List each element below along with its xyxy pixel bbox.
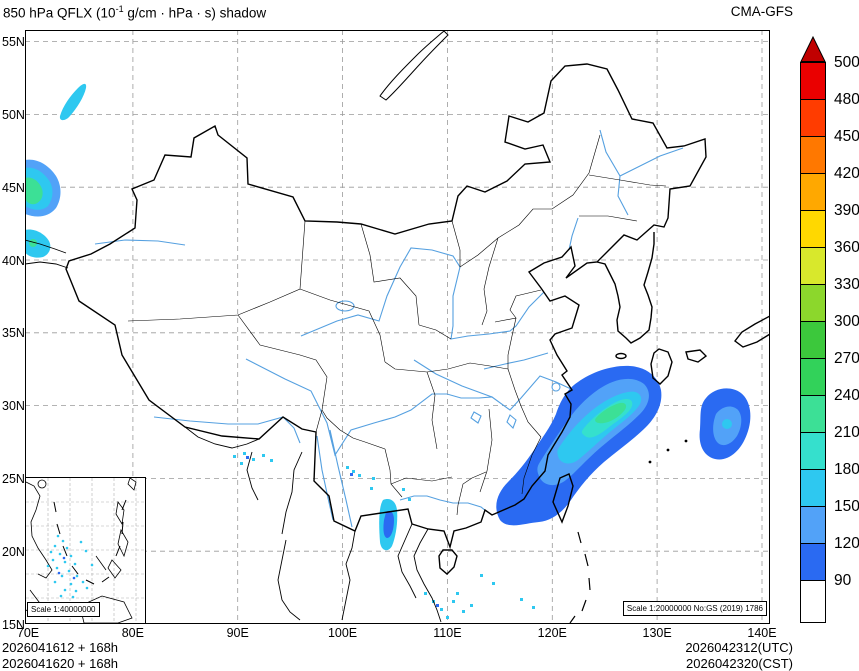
jeju-island [615,352,627,360]
colorbar-level-label: 150 [834,498,859,515]
inset-grid [26,478,145,623]
colorbar-level-label: 480 [834,91,859,108]
china-outline [65,63,707,550]
honshu-edge [734,315,770,348]
colorbar-segment [800,433,826,470]
lat-tick-label: 15N [2,617,25,632]
ryukyu-islands [648,439,688,464]
colorbar [800,36,826,623]
hainan-island [438,549,458,575]
taiwan-island [552,473,574,524]
colorbar-level-label: 240 [834,387,859,404]
colorbar-level-label: 330 [834,276,859,293]
lon-tick-label: 80E [121,626,144,640]
inset-map [25,477,146,624]
colorbar-level-label: 390 [834,202,859,219]
lat-tick-label: 30N [2,399,25,414]
valid-time-utc: 2026042312(UTC) [685,640,793,655]
lon-tick-label: 90E [226,626,249,640]
colorbar-segment [800,322,826,359]
valid-time-cst: 2026042320(CST) [686,656,793,671]
country-borders [65,30,770,575]
colorbar-level-label: 300 [834,313,859,330]
lon-tick-label: 130E [642,626,672,640]
colorbar-segment [800,100,826,137]
province-borders [127,134,667,516]
inset-nine-dash-line [53,499,127,585]
footer-valid-times: 2026042312(UTC) 2026042320(CST) [685,640,793,671]
colorbar-level-label: 500 [834,54,859,71]
colorbar-segment [800,174,826,211]
colorbar-segment [800,211,826,248]
map-scale-note: Scale 1:20000000 No:GS (2019) 1786 [622,601,767,616]
taihu-lake [551,382,561,392]
colorbar-level-label: 270 [834,350,859,367]
colorbar-level-label: 450 [834,128,859,145]
colorbar-level-label: 210 [834,424,859,441]
lat-tick-label: 25N [2,471,25,486]
lat-tick-label: 40N [2,253,25,268]
lon-tick-label: 140E [747,626,777,640]
colorbar-segment [800,507,826,544]
colorbar-level-label: 420 [834,165,859,182]
colorbar-segment [800,63,826,100]
kyushu-island [650,348,673,385]
footer-init-times: 2026041612 + 168h 2026041620 + 168h [2,640,118,671]
lakes [470,411,517,429]
title-prefix: 850 hPa QFLX (10 [3,5,116,21]
lat-tick-label: 20N [2,544,25,559]
shading-topleft-cyan [59,83,87,121]
qflx-shading [25,83,751,619]
lon-tick-label: 70E [16,626,40,640]
nine-dash-line [569,531,591,624]
shikoku-island [685,349,708,363]
lon-tick-label: 120E [537,626,567,640]
colorbar-level-label: 180 [834,461,859,478]
init-time-cst: 2026041620 + 168h [2,656,119,671]
shading-coast-green [595,402,627,424]
map-svg [25,30,770,624]
inset-qflx-specks-blue [57,556,76,580]
colorbar-segment [800,544,826,581]
colorbar-segment [800,396,826,433]
colorbar-segment [800,137,826,174]
shading-nw-green [25,177,43,205]
colorbar-level-label: 360 [834,239,859,256]
model-label: CMA-GFS [730,4,793,19]
lon-tick-label: 110E [433,626,462,640]
lat-tick-label: 35N [2,326,25,341]
lat-tick-label: 45N [2,180,25,195]
lake-baikal [379,30,449,101]
inset-scale-note: Scale 1:40000000 [27,602,100,617]
inset-qflx-specks [46,534,94,599]
lat-tick-label: 50N [2,107,25,122]
shading-specks-blue [246,456,439,607]
lat-tick-label: 55N [2,35,25,50]
shading-nw2-green [29,239,37,247]
init-time-utc: 2026041612 + 168h [2,640,119,655]
korea-peninsula [596,232,655,344]
title-suffix: g/cm · hPa · s) shadow [123,5,267,21]
colorbar-level-label: 120 [834,535,859,552]
colorbar-level-label: 90 [834,572,852,589]
chart-title: 850 hPa QFLX (10-1 g/cm · hPa · s) shado… [3,4,266,21]
colorbar-below-min-segment [800,581,826,623]
colorbar-segment [800,285,826,322]
colorbar-segment [800,248,826,285]
colorbar-segment [800,359,826,396]
colorbar-arrow [800,36,826,62]
colorbar-segment [800,470,826,507]
shading-indochina-blue [383,510,394,538]
qinghai-lake [335,300,355,312]
colorbar-arrow-wrap [800,36,826,62]
shading-ocean-cyan [722,419,732,429]
neighbor-borders [25,239,442,623]
title-exponent: -1 [115,4,124,14]
lon-tick-label: 100E [327,626,358,640]
colorbar-stack [800,62,826,623]
